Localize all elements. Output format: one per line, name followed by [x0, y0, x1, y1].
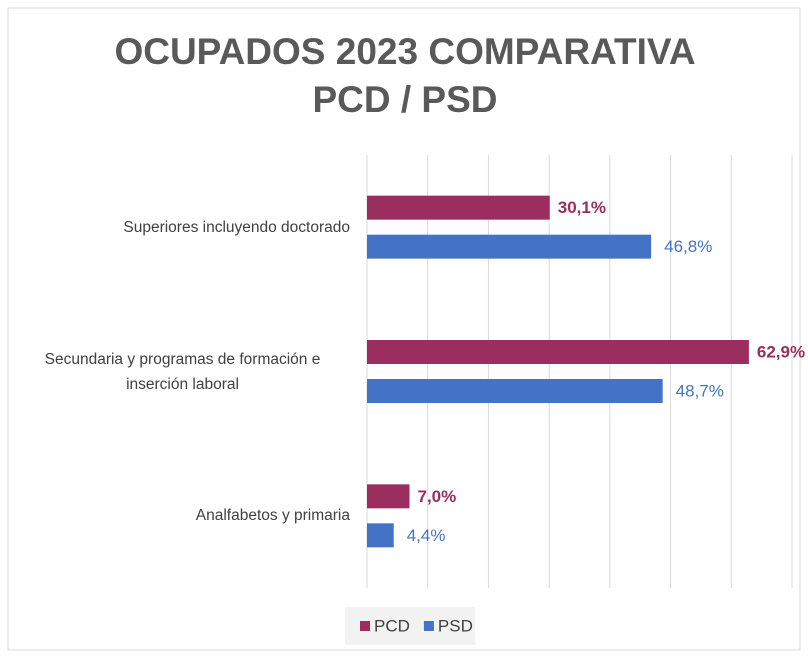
- data-label: 7,0%: [418, 487, 457, 506]
- category-label: Secundaria y programas de formación e in…: [44, 350, 321, 393]
- data-label: 30,1%: [558, 198, 606, 217]
- legend-label: PCD: [374, 616, 410, 635]
- legend-label: PSD: [438, 616, 473, 635]
- bar: [367, 523, 394, 548]
- chart-title: OCUPADOS 2023 COMPARATIVA PCD / PSD: [114, 31, 696, 120]
- category-label-box: Analfabetos y primaria: [196, 486, 350, 546]
- legend-swatch: [360, 621, 370, 631]
- bar: [367, 340, 749, 364]
- data-label: 4,4%: [407, 526, 446, 545]
- category-label-box: Secundaria y programas de formación e in…: [15, 342, 350, 402]
- category-label: Superiores incluyendo doctorado: [123, 218, 350, 236]
- chart-border: [7, 7, 801, 651]
- bar: [367, 234, 652, 259]
- bar: [367, 379, 663, 403]
- bar: [367, 195, 550, 220]
- data-label: 46,8%: [664, 237, 712, 256]
- legend-swatch: [423, 621, 434, 631]
- category-label: Analfabetos y primaria: [195, 507, 350, 525]
- category-label-box: Superiores incluyendo doctorado: [123, 197, 350, 257]
- data-label: 62,9%: [757, 342, 805, 361]
- bar: [367, 484, 410, 509]
- data-label: 48,7%: [676, 381, 724, 400]
